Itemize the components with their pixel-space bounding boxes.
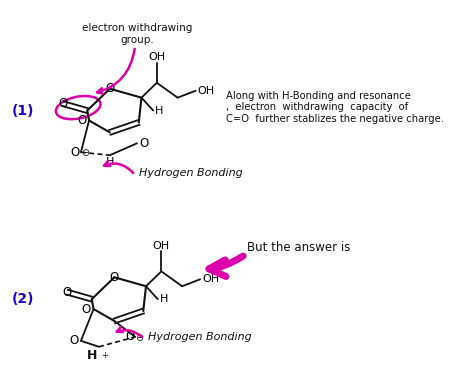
Text: OH: OH [153, 240, 170, 250]
Text: ⊖: ⊖ [82, 148, 90, 158]
Text: O: O [71, 146, 80, 159]
Text: O: O [77, 114, 86, 127]
Text: (1): (1) [12, 104, 35, 118]
Text: Hydrogen Bonding: Hydrogen Bonding [148, 332, 252, 342]
Text: Hydrogen Bonding: Hydrogen Bonding [139, 168, 243, 178]
Text: O: O [105, 82, 114, 95]
Text: OH: OH [148, 52, 165, 62]
Text: OH: OH [202, 274, 219, 284]
Text: ⊖: ⊖ [136, 333, 144, 343]
Text: electron withdrawing
group.: electron withdrawing group. [82, 23, 192, 45]
Text: Along with H-Bonding and resonance
,  electron  withdrawing  capacity  of
C=O  f: Along with H-Bonding and resonance , ele… [226, 91, 444, 124]
Text: O: O [82, 303, 91, 316]
Text: But the answer is: But the answer is [247, 241, 351, 254]
Text: +: + [101, 351, 108, 360]
Text: H: H [160, 294, 168, 304]
Text: O: O [69, 334, 78, 347]
Text: H: H [155, 105, 164, 115]
Text: O: O [140, 137, 149, 150]
Text: H: H [106, 157, 114, 167]
Text: (2): (2) [12, 292, 35, 306]
Text: OH: OH [198, 86, 215, 96]
Text: H: H [87, 349, 97, 362]
Text: O: O [58, 97, 67, 110]
Text: O: O [125, 330, 134, 343]
Text: O: O [110, 271, 119, 284]
Text: O: O [63, 286, 72, 299]
